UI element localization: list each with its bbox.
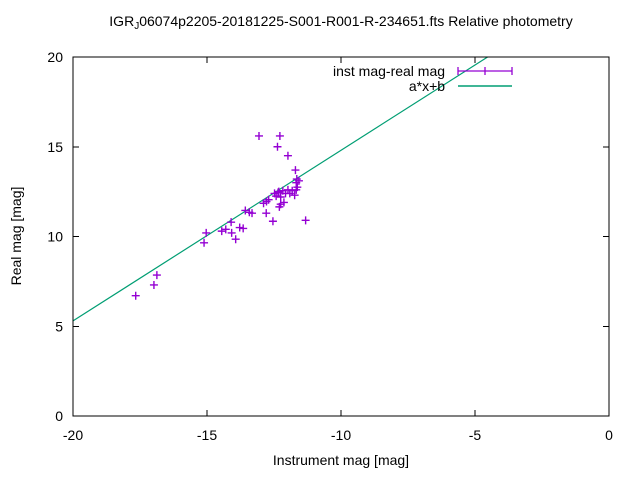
data-point-marker: [217, 227, 226, 236]
data-point-marker: [272, 192, 281, 201]
y-axis-ticks: [73, 56, 609, 417]
data-point-marker: [279, 198, 288, 207]
title-subscript: J: [134, 21, 140, 32]
y-tick-label: 15: [47, 139, 63, 155]
data-point-marker: [152, 271, 161, 280]
data-point-marker: [235, 223, 244, 232]
data-point-marker: [291, 166, 300, 175]
x-tick-label: -15: [197, 427, 217, 443]
data-point-marker: [231, 235, 240, 244]
title-prefix: IGR: [109, 13, 135, 29]
y-tick-label: 20: [47, 49, 63, 65]
data-point-marker: [288, 186, 297, 195]
data-point-marker: [274, 188, 283, 197]
data-point-marker: [276, 193, 285, 202]
legend-entry-fitline: a*x+b: [333, 77, 513, 94]
data-point-marker: [264, 195, 273, 204]
x-axis-label: Instrument mag [mag]: [272, 452, 410, 468]
title-rest: 06074p2205-20181225-S001-R001-R-234651.f…: [139, 13, 573, 29]
x-axis-ticks: [72, 57, 610, 416]
data-point-marker: [283, 185, 292, 194]
data-point-marker: [301, 216, 310, 225]
data-point-marker: [221, 225, 230, 234]
data-point-marker: [262, 209, 271, 218]
data-point-marker: [239, 224, 248, 233]
data-point-marker: [200, 238, 209, 247]
data-point-marker: [294, 176, 303, 185]
y-tick-label: 10: [47, 229, 63, 245]
x-tick-label: -10: [331, 427, 351, 443]
data-point-marker: [227, 228, 236, 237]
data-point-marker: [283, 151, 292, 160]
line-sample-icon: [458, 84, 513, 87]
data-point-marker: [293, 183, 302, 192]
chart-title: IGRJ06074p2205-20181225-S001-R001-R-2346…: [73, 13, 609, 32]
y-tick-label: 5: [55, 318, 63, 334]
data-point-marker: [248, 209, 257, 218]
data-point-marker: [268, 217, 277, 226]
scatter-series: [131, 131, 310, 300]
legend-label-points: inst mag-real mag: [333, 62, 446, 79]
data-point-marker: [273, 142, 282, 151]
y-axis-label: Real mag [mag]: [8, 186, 24, 286]
data-point-marker: [149, 280, 158, 289]
data-point-marker: [202, 228, 211, 237]
legend-entry-points: inst mag-real mag: [333, 62, 513, 79]
x-tick-label: -5: [469, 427, 482, 443]
fit-line: [72, 56, 488, 322]
data-point-marker: [274, 187, 283, 196]
xerrorbar-sample-icon: [457, 66, 513, 75]
x-tick-label: 0: [605, 427, 613, 443]
data-point-marker: [290, 191, 299, 200]
legend: inst mag-real mag a*x+b: [333, 62, 513, 94]
y-tick-label: 0: [55, 408, 63, 424]
data-point-marker: [275, 131, 284, 140]
plot-frame: [72, 56, 610, 417]
data-point-marker: [131, 291, 140, 300]
data-point-marker: [241, 206, 250, 215]
legend-label-fitline: a*x+b: [408, 77, 446, 94]
x-tick-label: -20: [63, 427, 83, 443]
data-point-marker: [254, 131, 263, 140]
data-point-marker: [227, 218, 236, 227]
